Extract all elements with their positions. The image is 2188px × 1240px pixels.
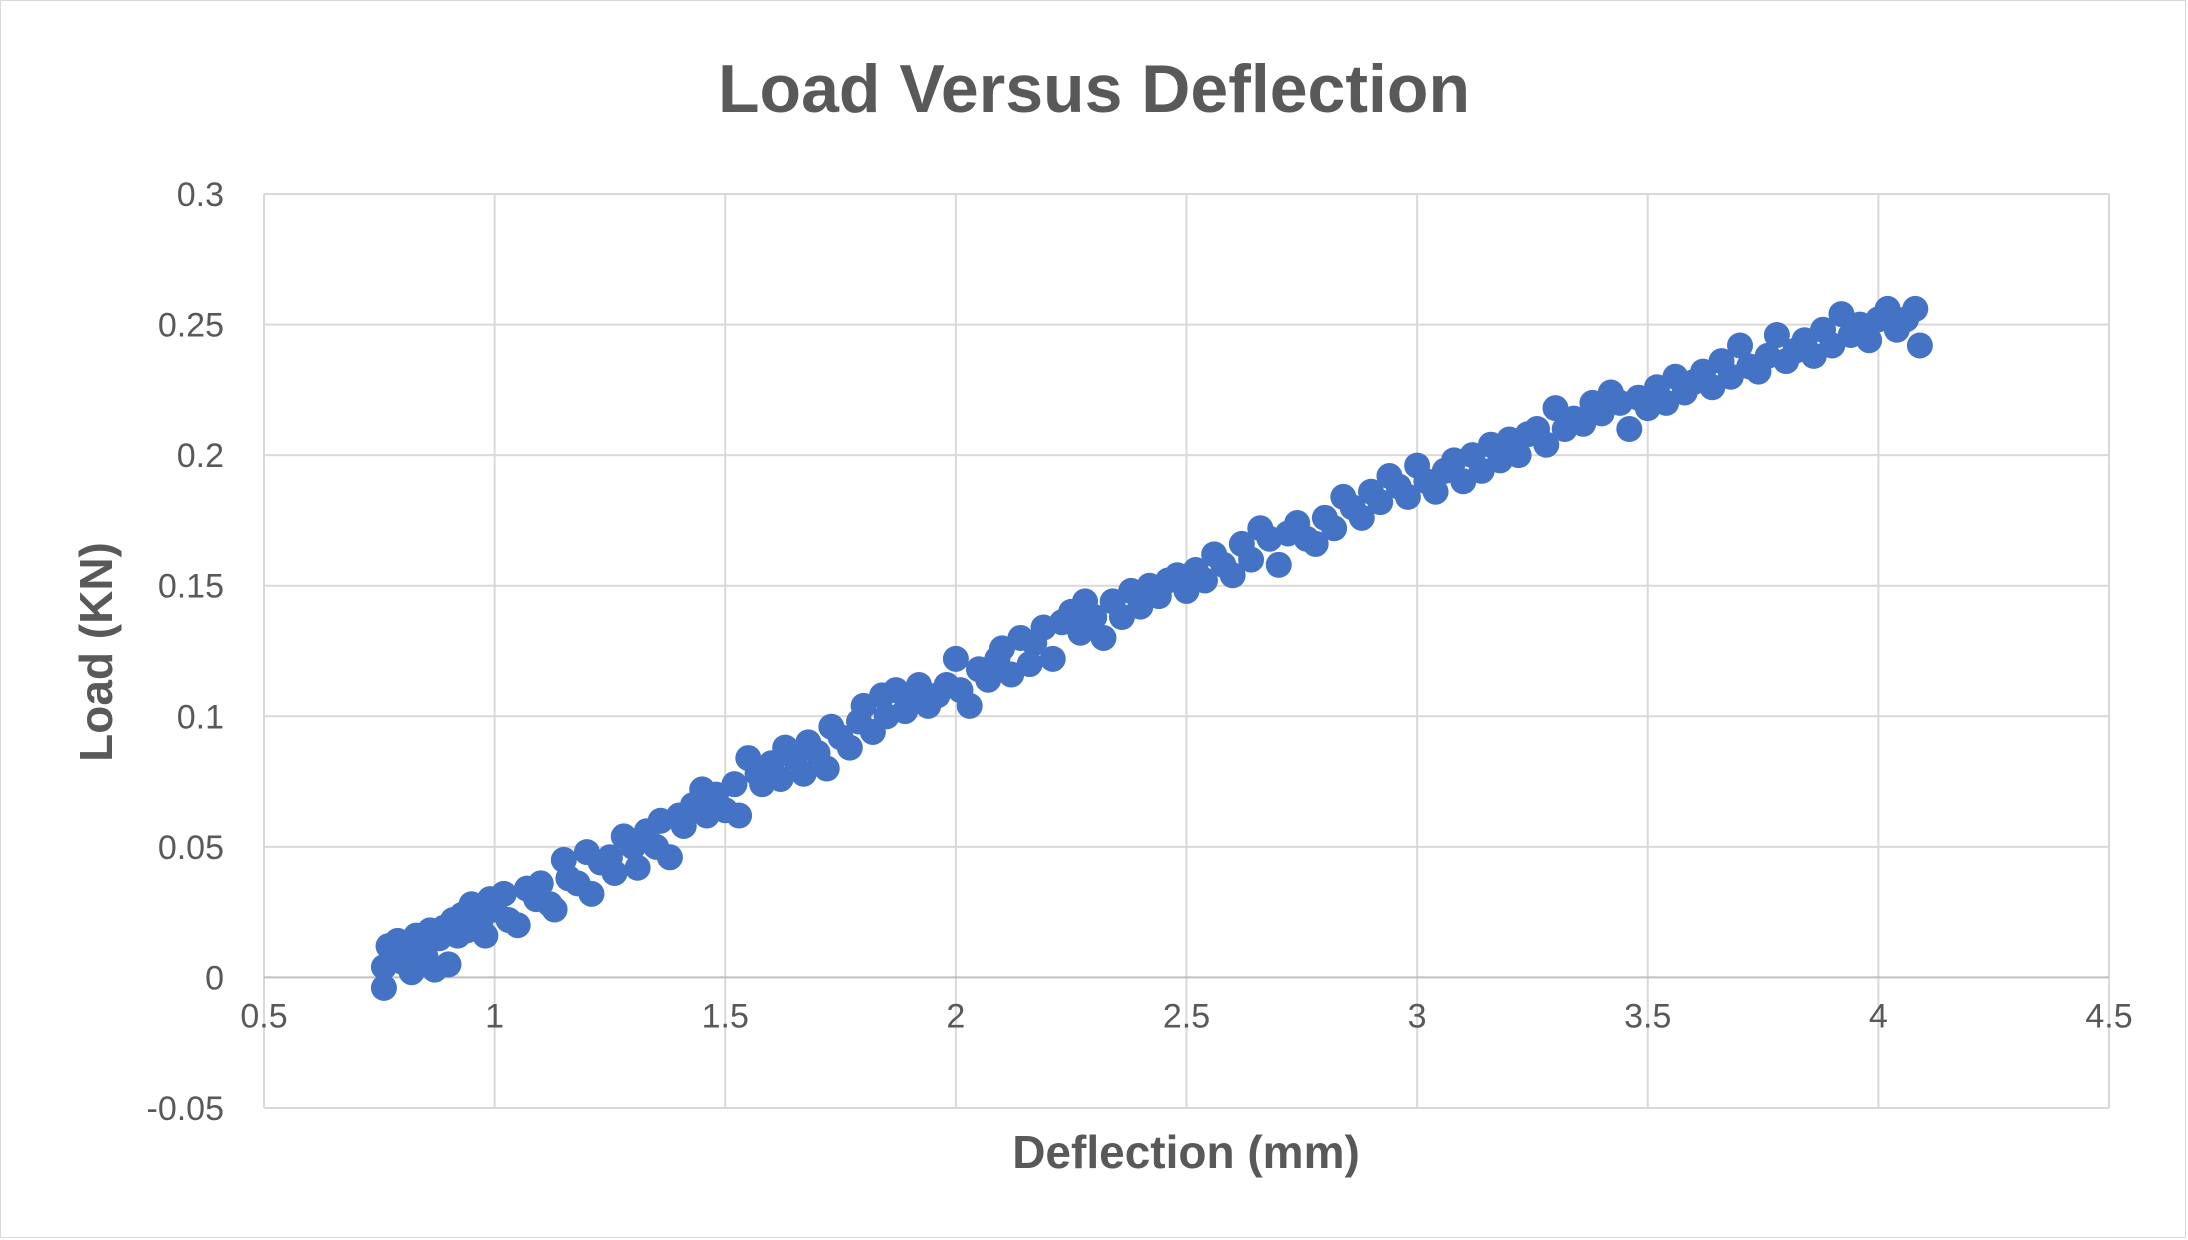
data-point — [1090, 624, 1117, 651]
data-point — [1616, 416, 1643, 443]
data-point — [370, 974, 397, 1001]
data-point — [1727, 332, 1753, 359]
data-point — [956, 692, 983, 719]
data-point — [767, 765, 794, 792]
data-point — [1856, 327, 1883, 354]
data-point — [1533, 431, 1560, 458]
x-tick-label: 3.5 — [1624, 997, 1671, 1035]
data-point — [1902, 295, 1929, 322]
data-point — [836, 734, 863, 761]
data-point — [1191, 567, 1218, 594]
x-tick-label: 4.5 — [2085, 997, 2132, 1035]
y-tick-labels: -0.05 0 0.05 0.1 0.15 0.2 0.25 0.3 — [147, 176, 225, 1128]
data-point — [1505, 442, 1532, 469]
y-tick-label: 0.3 — [177, 176, 224, 214]
data-points — [370, 295, 1933, 1001]
data-point — [1302, 530, 1329, 557]
data-point — [1906, 332, 1933, 359]
y-axis-title: Load (KN) — [70, 542, 122, 762]
data-point — [1219, 562, 1246, 589]
data-point — [578, 880, 605, 907]
data-point — [527, 870, 554, 897]
data-point — [472, 922, 499, 949]
x-tick-label: 1 — [485, 997, 504, 1035]
data-point — [721, 771, 748, 798]
data-point — [790, 760, 817, 787]
data-point — [726, 802, 753, 829]
data-point — [624, 854, 651, 881]
y-tick-label: 0.05 — [158, 829, 224, 867]
data-point — [670, 812, 697, 839]
x-tick-label: 3 — [1408, 997, 1427, 1035]
chart-title: Load Versus Deflection — [718, 51, 1470, 127]
data-point — [435, 951, 462, 978]
data-point — [1348, 504, 1375, 531]
data-point — [1367, 489, 1394, 516]
x-tick-label: 4 — [1869, 997, 1888, 1035]
data-point — [1039, 645, 1066, 672]
data-point — [601, 859, 628, 886]
x-axis-title: Deflection (mm) — [1012, 1126, 1360, 1178]
data-point — [490, 880, 517, 907]
y-tick-label: 0.2 — [177, 437, 224, 475]
data-point — [1016, 651, 1043, 678]
data-point — [942, 645, 969, 672]
x-tick-label: 1.5 — [702, 997, 749, 1035]
data-point — [1265, 551, 1292, 578]
data-point — [813, 755, 840, 782]
data-point — [1394, 483, 1421, 510]
data-point — [504, 912, 531, 939]
y-tick-label: -0.05 — [147, 1090, 225, 1128]
y-tick-label: 0.1 — [177, 698, 224, 736]
x-tick-label: 2.5 — [1163, 997, 1210, 1035]
data-point — [1422, 478, 1449, 505]
data-point — [975, 666, 1002, 693]
data-point — [1081, 604, 1108, 631]
data-point — [656, 844, 683, 871]
y-tick-label: 0.25 — [158, 307, 224, 345]
gridlines — [263, 193, 2110, 1109]
data-point — [1238, 546, 1265, 573]
y-tick-label: 0 — [205, 959, 224, 997]
data-point — [1321, 515, 1348, 542]
x-tick-labels: 0.5 1 1.5 2 2.5 3 3.5 4 4.5 — [240, 997, 2132, 1035]
y-tick-label: 0.15 — [158, 568, 224, 606]
x-tick-label: 2 — [946, 997, 965, 1035]
data-point — [541, 896, 568, 923]
data-point — [1763, 322, 1790, 349]
x-tick-label: 0.5 — [240, 997, 287, 1035]
